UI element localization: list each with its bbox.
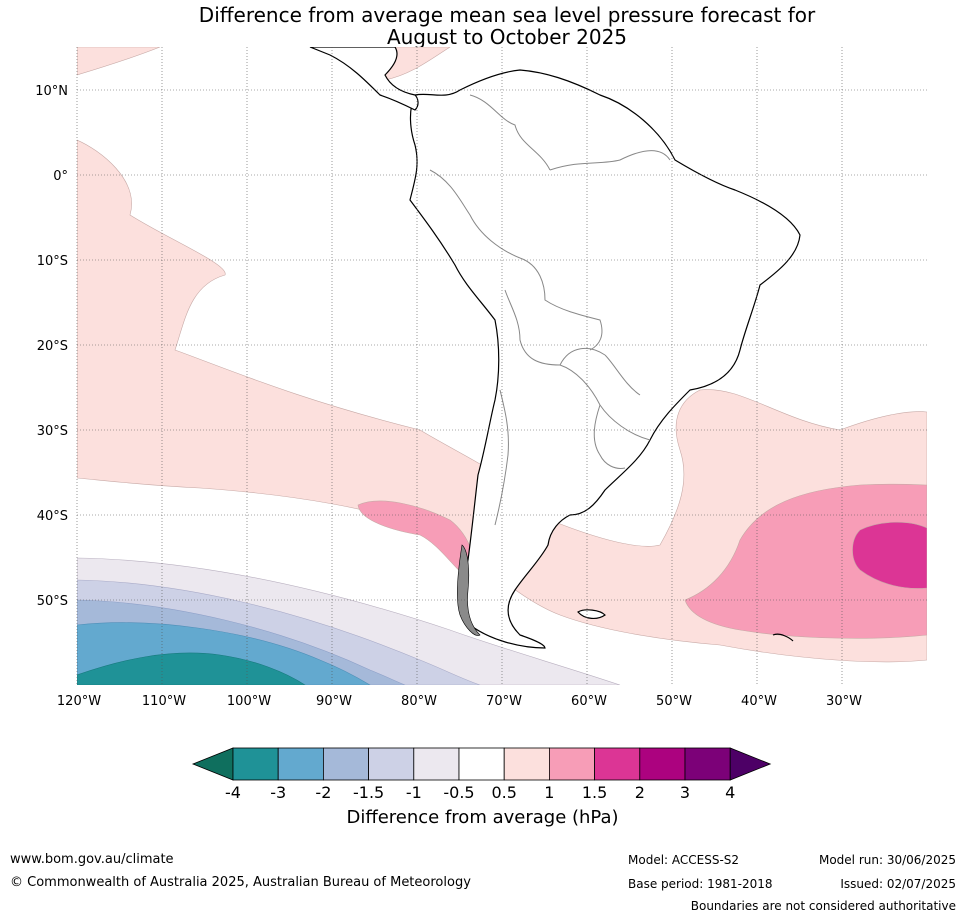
- lon-tick-label: 120°W: [57, 694, 101, 709]
- colorbar-label: Difference from average (hPa): [346, 807, 619, 828]
- pressure-anomaly-field: [77, 47, 927, 685]
- lon-tick-label: 90°W: [316, 694, 352, 709]
- chile-archipelago: [457, 544, 481, 636]
- model-run: Model run: 30/06/2025: [818, 853, 956, 867]
- colorbar-tick: 0.5: [491, 783, 516, 802]
- lat-tick-label: 10°N: [35, 84, 68, 99]
- lon-tick-label: 60°W: [571, 694, 607, 709]
- colorbar-swatch: [368, 747, 415, 781]
- latitude-axis: 10°N 0° 10°S 20°S 30°S 40°S 50°S: [35, 84, 68, 609]
- lat-tick-label: 30°S: [37, 424, 68, 439]
- colorbar-tick-labels: -4 -3 -2 -1.5 -1 -0.5 0.5 1 1.5 2 3 4: [225, 783, 735, 802]
- falklands: [577, 609, 606, 619]
- anomaly-neg3-neg4: [77, 652, 306, 685]
- colorbar-swatch: [413, 747, 460, 781]
- gridlines: [76, 47, 927, 685]
- colorbar-tick: -1.5: [353, 783, 384, 802]
- colorbar-swatch: [684, 747, 731, 781]
- lon-tick-label: 40°W: [741, 694, 777, 709]
- colorbar-extend-high: [729, 747, 772, 781]
- south-america-coastline: [409, 69, 801, 649]
- lat-tick-label: 40°S: [37, 509, 68, 524]
- copyright-text: © Commonwealth of Australia 2025, Austra…: [10, 875, 471, 890]
- colorbar-tick: -1: [406, 783, 422, 802]
- lon-tick-label: 80°W: [401, 694, 437, 709]
- longitude-axis: 120°W 110°W 100°W 90°W 80°W 70°W 60°W 50…: [57, 694, 862, 709]
- title-line-2: August to October 2025: [386, 25, 628, 49]
- colorbar: [191, 747, 772, 781]
- lon-tick-label: 70°W: [486, 694, 522, 709]
- anomaly-1.5-2-atlantic: [852, 521, 927, 589]
- colorbar-tick: -4: [225, 783, 241, 802]
- boundary-disclaimer: Boundaries are not considered authoritat…: [690, 899, 956, 913]
- colorbar-swatch: [639, 747, 686, 781]
- colorbar-tick: 2: [635, 783, 645, 802]
- country-borders: [429, 94, 671, 526]
- lat-tick-label: 10°S: [37, 254, 68, 269]
- issued-date: Issued: 02/07/2025: [840, 877, 956, 891]
- website-link[interactable]: www.bom.gov.au/climate: [10, 852, 174, 867]
- lon-tick-label: 30°W: [826, 694, 862, 709]
- colorbar-tick: -2: [315, 783, 331, 802]
- colorbar-tick: 3: [680, 783, 690, 802]
- colorbar-extend-low: [191, 747, 234, 781]
- lat-tick-label: 20°S: [37, 339, 68, 354]
- anomaly-0.5-1-north-left: [77, 47, 161, 76]
- colorbar-tick: -3: [270, 783, 286, 802]
- lat-tick-label: 0°: [53, 169, 68, 184]
- colorbar-swatch: [549, 747, 596, 781]
- central-america-coastline: [309, 47, 419, 111]
- colorbar-swatch: [322, 747, 369, 781]
- lon-tick-label: 50°W: [656, 694, 692, 709]
- lat-tick-label: 50°S: [37, 594, 68, 609]
- lon-tick-label: 100°W: [227, 694, 271, 709]
- map-title: Difference from average mean sea level p…: [0, 4, 965, 48]
- colorbar-swatch: [232, 747, 279, 781]
- colorbar-swatch: [594, 747, 641, 781]
- title-line-1: Difference from average mean sea level p…: [198, 3, 816, 27]
- colorbar-tick: 4: [725, 783, 735, 802]
- colorbar-swatch: [503, 747, 550, 781]
- colorbar-tick: -0.5: [443, 783, 474, 802]
- colorbar-swatch: [458, 747, 505, 781]
- lon-tick-label: 110°W: [142, 694, 186, 709]
- colorbar-tick: 1.5: [582, 783, 607, 802]
- colorbar-swatch: [277, 747, 324, 781]
- colorbar-tick: 1: [544, 783, 554, 802]
- model-name: Model: ACCESS-S2: [628, 853, 740, 867]
- south-georgia: [772, 633, 794, 642]
- base-period: Base period: 1981-2018: [628, 877, 773, 891]
